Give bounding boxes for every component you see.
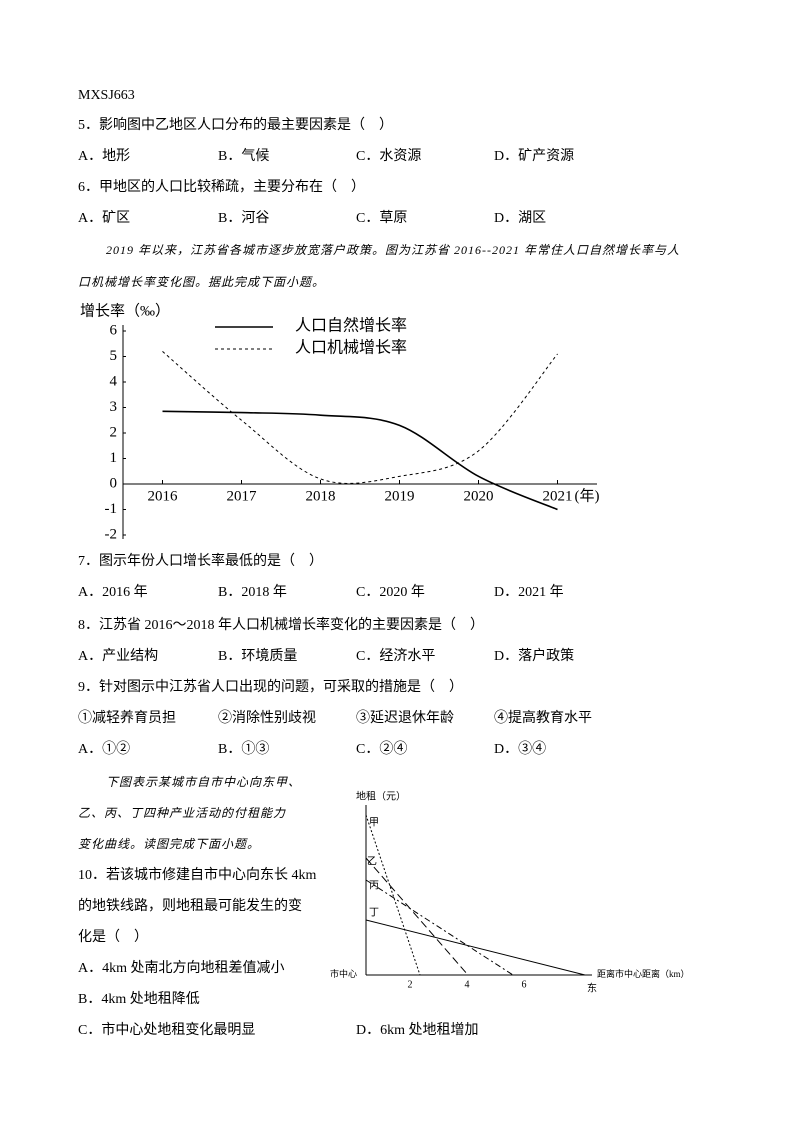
series-line [162, 351, 558, 484]
option: C．草原 [356, 211, 408, 226]
y-tick-label: 6 [110, 322, 118, 338]
x-tick-label: 2021 [543, 488, 573, 504]
option: D．湖区 [494, 211, 547, 226]
option: B．河谷 [218, 211, 270, 226]
question-stem: 10．若该城市修建自市中心向东长 4km [78, 868, 317, 883]
curve-yi [365, 857, 469, 976]
question-stem: 化是（ ） [78, 930, 148, 945]
y-tick-label: 1 [110, 450, 118, 466]
passage-line: 下图表示某城市自市中心向东甲、 [106, 775, 302, 789]
origin-label: 市中心 [330, 968, 357, 979]
x-tick-label: 6 [522, 979, 527, 990]
x-tick-label: 2016 [148, 488, 179, 504]
option: A．地形 [78, 149, 131, 164]
x-unit: (年) [575, 487, 600, 504]
y-tick-label: -1 [105, 501, 118, 517]
option: C．经济水平 [356, 649, 436, 664]
option: D．6km 处地租增加 [356, 1023, 479, 1038]
series-line [162, 410, 558, 511]
y-tick-label: 5 [110, 348, 118, 364]
curve-label: 乙 [367, 855, 377, 867]
statement: ①减轻养育员担 [78, 711, 176, 726]
statement: ④提高教育水平 [494, 711, 592, 726]
statement: ②消除性别歧视 [218, 711, 316, 726]
y-axis-label: 增长率（‰） [80, 302, 170, 319]
x-tick-label: 4 [465, 979, 470, 990]
x-label: 距离市中心距离（km） [597, 968, 690, 979]
x-tick-label: 2017 [227, 488, 258, 504]
option: D．③④ [494, 742, 547, 757]
legend-label: 人口机械增长率 [295, 339, 407, 357]
option: B．环境质量 [218, 649, 298, 664]
y-tick-label: 4 [110, 373, 118, 389]
option: A．2016 年 [78, 585, 148, 600]
y-label: 地租（元） [356, 789, 406, 802]
y-tick-label: -2 [105, 526, 118, 542]
question-stem: 6．甲地区的人口比较稀疏，主要分布在（ ） [78, 180, 365, 195]
option: B．2018 年 [218, 585, 287, 600]
x-tick-label: 2018 [306, 488, 336, 504]
option: D．落户政策 [494, 649, 575, 664]
option: B．4km 处地租降低 [78, 992, 200, 1007]
question-stem: 9．针对图示中江苏省人口出现的问题，可采取的措施是（ ） [78, 680, 463, 695]
curve-bing [365, 879, 514, 976]
y-tick-label: 0 [110, 475, 118, 491]
doc-code: MXSJ663 [78, 88, 135, 103]
curve-ding [365, 919, 586, 976]
option: C．水资源 [356, 149, 422, 164]
rent-diagram [365, 805, 592, 976]
question-stem: 的地铁线路，则地租最可能发生的变 [78, 899, 302, 914]
passage-line: 口机械增长率变化图。据此完成下面小题。 [78, 275, 326, 289]
direction-label: 东 [587, 981, 597, 994]
option: C．②④ [356, 742, 408, 757]
question-stem: 7．图示年份人口增长率最低的是（ ） [78, 554, 323, 569]
x-tick-label: 2019 [385, 488, 415, 504]
curve-label: 丁 [369, 907, 379, 918]
curve-label: 丙 [369, 880, 379, 891]
curve-label: 甲 [369, 817, 379, 828]
statement: ③延迟退休年龄 [356, 711, 454, 726]
y-tick-label: 3 [110, 399, 118, 415]
option: C．市中心处地租变化最明显 [78, 1023, 256, 1038]
passage-line: 变化曲线。读图完成下面小题。 [78, 837, 261, 851]
option: A．产业结构 [78, 649, 159, 664]
y-tick-label: 2 [110, 424, 118, 440]
option: A．矿区 [78, 211, 131, 226]
curve-jia [365, 814, 421, 976]
option: C．2020 年 [356, 585, 425, 600]
question-stem: 5．影响图中乙地区人口分布的最主要因素是（ ） [78, 118, 393, 133]
passage-line: 乙、丙、丁四种产业活动的付租能力 [78, 806, 287, 820]
option: A．①② [78, 742, 131, 757]
option: B．气候 [218, 149, 270, 164]
option: B．①③ [218, 742, 270, 757]
question-stem: 8．江苏省 2016～2018 年人口机械增长率变化的主要因素是（ ） [78, 618, 484, 633]
option: D．矿产资源 [494, 149, 575, 164]
legend-label: 人口自然增长率 [295, 317, 407, 335]
x-tick-label: 2020 [464, 488, 494, 504]
option: D．2021 年 [494, 585, 564, 600]
passage-line: 2019 年以来，江苏省各城市逐步放宽落户政策。图为江苏省 2016--2021… [106, 243, 680, 257]
x-tick-label: 2 [408, 979, 413, 990]
option: A．4km 处南北方向地租差值减小 [78, 961, 285, 976]
